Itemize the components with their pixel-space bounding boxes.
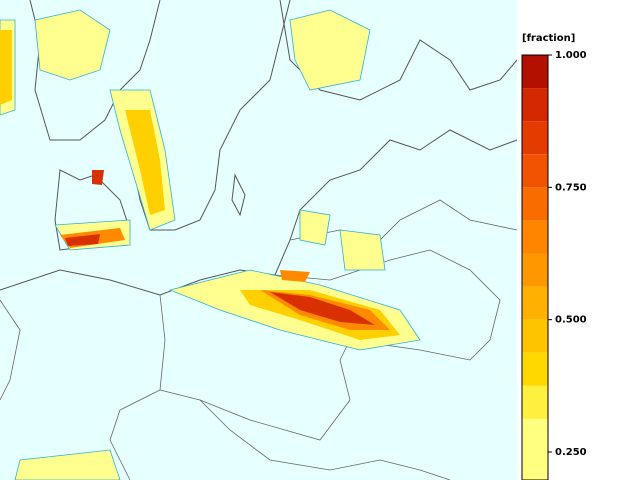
colorbar-band bbox=[522, 352, 548, 386]
colorbar-band bbox=[522, 121, 548, 155]
snow-area bbox=[0, 30, 12, 105]
colorbar-band bbox=[522, 253, 548, 287]
snow-area bbox=[92, 170, 104, 185]
colorbar-band bbox=[522, 418, 548, 480]
snow-area bbox=[280, 270, 310, 282]
colorbar-band bbox=[522, 55, 548, 89]
border bbox=[159, 249, 501, 441]
colorbar-band bbox=[522, 220, 548, 254]
coastline bbox=[231, 173, 246, 217]
colorbar-tick-label: 0.250 bbox=[555, 447, 587, 458]
map bbox=[0, 0, 518, 480]
snow-area bbox=[299, 209, 331, 246]
snow-area bbox=[339, 229, 386, 271]
snow-area bbox=[34, 9, 111, 81]
colorbar-title: [fraction] bbox=[522, 33, 575, 44]
colorbar: 0.250 0.500 0.750 1.000 bbox=[521, 50, 587, 480]
snow-area bbox=[270, 292, 375, 325]
colorbar-frame bbox=[521, 54, 549, 480]
colorbar-tick-label: 1.000 bbox=[555, 50, 587, 61]
coastline bbox=[29, 0, 161, 141]
colorbar-band bbox=[522, 88, 548, 122]
colorbar-band bbox=[522, 286, 548, 320]
snow-area bbox=[289, 9, 371, 91]
colorbar-band bbox=[522, 319, 548, 353]
border bbox=[109, 294, 166, 480]
colorbar-band bbox=[522, 154, 548, 188]
colorbar-band bbox=[522, 385, 548, 419]
colorbar-tick-label: 0.500 bbox=[555, 315, 587, 326]
border bbox=[199, 399, 451, 480]
snow-area bbox=[14, 449, 121, 480]
snow-area bbox=[125, 110, 165, 215]
colorbar-band bbox=[522, 187, 548, 221]
coastline bbox=[0, 129, 518, 296]
border bbox=[0, 299, 21, 401]
snow-area bbox=[65, 234, 100, 246]
colorbar-tick-label: 0.750 bbox=[555, 182, 587, 193]
